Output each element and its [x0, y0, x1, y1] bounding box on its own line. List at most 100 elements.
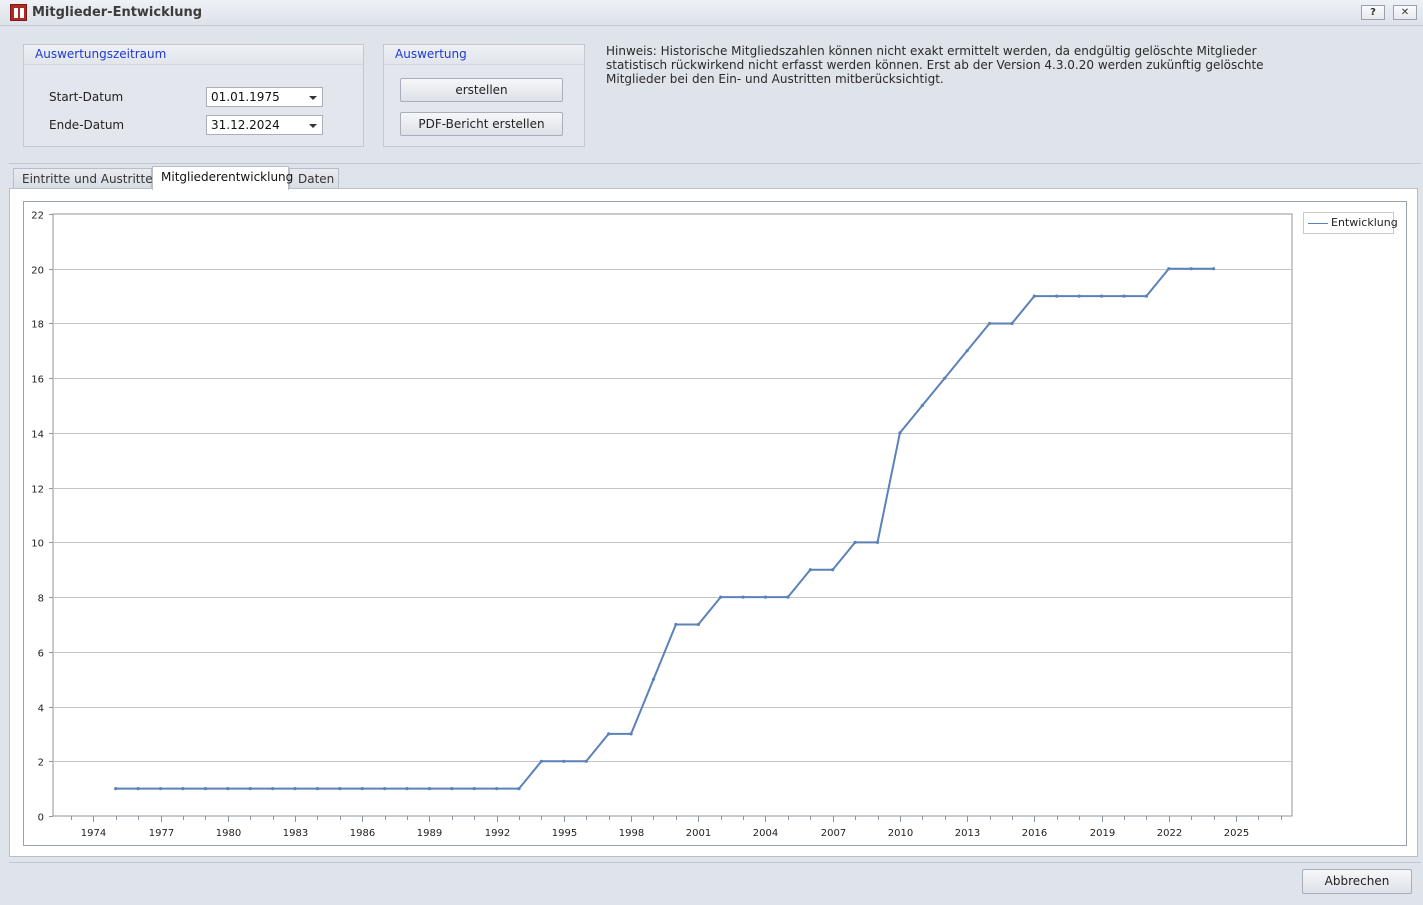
data-point — [181, 787, 185, 791]
period-group-title: Auswertungszeitraum — [24, 45, 363, 65]
dropdown-arrow-icon[interactable] — [309, 96, 317, 100]
series-line-entwicklung — [115, 267, 1214, 790]
data-point — [875, 540, 880, 544]
data-point — [472, 787, 476, 791]
data-point — [920, 403, 924, 408]
x-tick-label: 1977 — [149, 828, 174, 839]
y-tick-label: 14 — [31, 430, 44, 441]
y-tick-label: 10 — [31, 539, 44, 550]
data-point — [360, 787, 364, 791]
data-point — [808, 568, 812, 572]
y-tick-label: 0 — [38, 813, 44, 824]
start-date-label: Start-Datum — [49, 90, 124, 104]
data-point — [1167, 267, 1171, 271]
x-tick-label: 2022 — [1157, 828, 1182, 839]
data-point — [1122, 294, 1126, 298]
chart-legend: Entwicklung — [1303, 212, 1398, 234]
pdf-report-button[interactable]: PDF-Bericht erstellen — [400, 112, 563, 136]
x-tick-label: 1974 — [81, 828, 106, 839]
data-point — [315, 787, 319, 791]
evaluation-group: Auswertung erstellen PDF-Bericht erstell… — [383, 44, 585, 147]
data-point — [383, 787, 387, 791]
data-point — [495, 787, 499, 791]
y-tick-label: 12 — [31, 485, 44, 496]
data-point — [831, 568, 835, 572]
data-point — [1010, 321, 1014, 326]
data-point — [539, 759, 544, 763]
create-button[interactable]: erstellen — [400, 78, 563, 102]
dropdown-arrow-icon[interactable] — [309, 124, 317, 128]
y-tick-label: 22 — [31, 211, 44, 222]
x-tick-label: 1980 — [216, 828, 241, 839]
start-date-value: 01.01.1975 — [211, 90, 280, 104]
data-point — [517, 787, 521, 791]
settings-panel: Auswertungszeitraum Start-Datum 01.01.19… — [9, 31, 1421, 164]
y-tick-label: 4 — [38, 704, 44, 715]
data-point — [763, 595, 768, 599]
data-point — [226, 787, 230, 791]
x-tick-label: 2016 — [1022, 828, 1047, 839]
data-point — [629, 732, 633, 736]
tab-data[interactable]: Daten — [289, 168, 339, 189]
data-point — [1055, 294, 1059, 298]
chart-container: 0 2 4 6 8 10 12 14 16 18 20 22 1974 1977 1980 1983 1986 1… — [23, 201, 1407, 846]
data-point — [248, 787, 252, 791]
x-tick-label: 2025 — [1224, 828, 1249, 839]
y-tick-label: 8 — [38, 594, 44, 605]
tab-content: 0 2 4 6 8 10 12 14 16 18 20 22 1974 1977 1980 1983 1986 1… — [9, 188, 1418, 857]
data-point — [786, 595, 790, 599]
data-point — [450, 787, 454, 791]
data-point — [1212, 267, 1216, 271]
data-point — [158, 787, 163, 791]
data-point — [562, 759, 566, 763]
data-point — [987, 321, 992, 326]
plot-area — [52, 213, 1293, 817]
y-tick-label: 18 — [31, 320, 44, 331]
data-point — [203, 787, 207, 791]
data-point — [405, 787, 409, 791]
data-point — [696, 622, 700, 627]
close-button[interactable]: ✕ — [1393, 5, 1417, 20]
x-tick-label: 1986 — [350, 828, 375, 839]
data-point — [114, 787, 118, 791]
data-point — [853, 540, 857, 544]
footer-bar: Abbrechen — [9, 862, 1421, 900]
x-tick-label: 1992 — [485, 828, 510, 839]
y-tick-label: 20 — [31, 266, 44, 277]
end-date-label: Ende-Datum — [49, 118, 125, 132]
data-point — [719, 595, 723, 599]
tab-member-development[interactable]: Mitgliederentwicklung — [152, 166, 293, 190]
cancel-button[interactable]: Abbrechen — [1302, 869, 1412, 894]
evaluation-group-title: Auswertung — [384, 45, 584, 65]
end-date-value: 31.12.2024 — [211, 118, 280, 132]
data-point — [584, 759, 588, 763]
x-tick-label: 1983 — [283, 828, 308, 839]
end-date-picker[interactable]: 31.12.2024 — [206, 115, 323, 135]
data-point — [607, 732, 611, 736]
x-tick-label: 1989 — [417, 828, 442, 839]
title-bar: Mitglieder-Entwicklung ? ✕ — [0, 0, 1423, 26]
data-point — [943, 376, 947, 380]
y-tick-label: 16 — [31, 375, 44, 386]
data-point — [338, 787, 342, 791]
y-tick-label: 2 — [38, 758, 44, 769]
data-point — [1144, 294, 1148, 298]
legend-label: Entwicklung — [1331, 216, 1398, 229]
data-point — [965, 349, 969, 353]
x-tick-label: 1995 — [552, 828, 577, 839]
start-date-picker[interactable]: 01.01.1975 — [206, 87, 323, 107]
data-point — [741, 595, 745, 599]
data-point — [674, 622, 678, 627]
data-point — [271, 787, 275, 791]
data-point — [293, 787, 297, 791]
y-tick-label: 6 — [38, 649, 44, 660]
data-point — [1100, 294, 1104, 298]
tab-entries-exits[interactable]: Eintritte und Austritte — [13, 168, 153, 189]
help-button[interactable]: ? — [1361, 5, 1385, 20]
window-title: Mitglieder-Entwicklung — [32, 5, 203, 20]
x-tick-label: 2007 — [821, 828, 846, 839]
period-group: Auswertungszeitraum Start-Datum 01.01.19… — [23, 44, 364, 147]
legend-line-swatch — [1308, 223, 1328, 224]
data-point — [1032, 294, 1036, 298]
